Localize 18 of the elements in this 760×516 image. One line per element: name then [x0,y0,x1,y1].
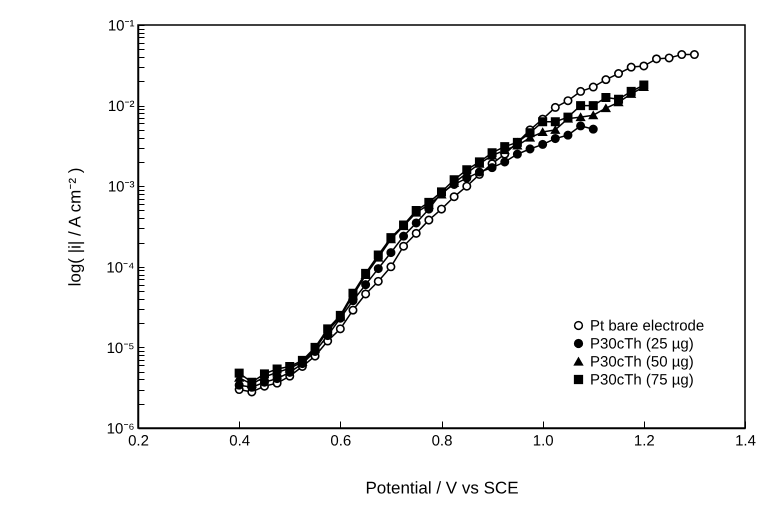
x-tick-label: 1.0 [532,432,554,450]
x-tick-label: 1.4 [735,432,756,450]
y-tick-label: 10⁻⁵ [106,340,134,357]
x-tick-label: 0.6 [330,432,352,450]
legend-label: P30cTh (25 µg) [590,336,694,352]
y-axis-title: log( |i| / A cm⁻² ) [65,168,84,286]
legend-label: Pt bare electrode [590,318,704,334]
y-tick-label: 10⁻³ [108,178,134,196]
legend-label: P30cTh (75 µg) [590,372,694,388]
x-tick-label: 1.2 [634,432,655,450]
x-tick-label: 0.4 [229,432,250,450]
x-tick-label: 0.2 [128,432,149,450]
x-tick-label: 0.8 [432,432,452,450]
x-axis-title: Potential / V vs SCE [365,478,519,498]
y-tick-label: 10⁻¹ [108,18,134,34]
y-tick-label: 10⁻² [108,98,134,116]
legend-label: P30cTh (50 µg) [590,354,694,370]
y-tick-label: 10⁻⁴ [106,259,134,276]
